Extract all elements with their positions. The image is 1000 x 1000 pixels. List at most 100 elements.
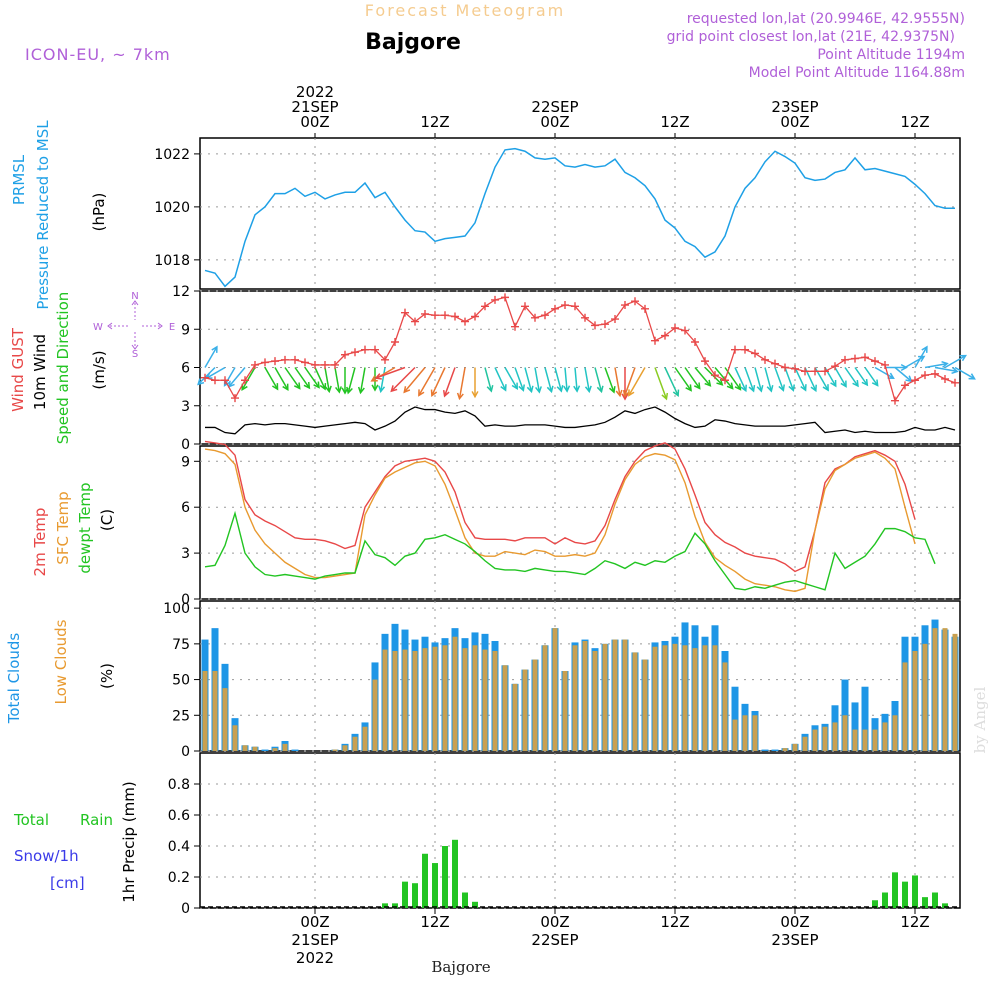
wind-arrow-head [830,380,837,388]
wind-arrow [784,367,795,392]
total-cloud-bar [291,749,299,751]
rain-bar [462,892,468,908]
rain-bar [892,872,898,908]
low-cloud-bar [352,736,358,751]
wind-arrow-shaft [844,367,859,387]
watermark: by Angel [971,686,989,753]
bottom-time-label: 00Z [300,913,329,931]
wind-arrow-head [456,392,464,401]
low-cloud-bar [232,725,238,751]
wind-arrow-shaft [864,367,879,386]
gust-marker [881,360,889,369]
panel-2: 0 3 6 9 [181,440,961,608]
wind-arrow [874,366,895,379]
clouds-unit: (%) [98,663,116,689]
wind-arrow-head [271,383,279,391]
gust-marker [661,331,669,340]
gust-marker [521,302,529,311]
wind-direction-label: Speed and Direction [54,292,72,445]
low-cloud-bar [692,648,698,751]
wind-arrow-head [968,373,976,380]
wind-arrow-shaft [744,367,755,392]
wind-arrow [418,367,436,397]
low-cloud-bar [892,715,898,751]
panel-1: 0 3 6 9 12 [172,284,976,453]
gust-marker [871,357,879,366]
low-cloud-bar [532,659,538,751]
low-cloud-bar [742,715,748,751]
low-cloud-bar [222,688,228,751]
rain-bar [382,903,388,908]
low-cloud-bar [862,729,868,751]
low-cloud-bar [572,645,578,751]
temp-2m-label: 2m Temp [31,508,49,577]
wind-arrow-shaft [628,367,646,396]
rain-label: Rain [80,811,113,829]
y-tick-label: 6 [181,361,190,377]
low-cloud-bar [642,659,648,751]
wind-arrow-head [403,386,411,394]
wind-arrow-shaft [764,367,773,392]
gust-marker [951,378,959,387]
gust-marker [451,312,459,321]
wind-arrow [524,367,534,394]
panel-0: 1018 1020 1022 [154,137,961,290]
wind-arrow [294,367,311,390]
wind-arrow-shaft [623,367,636,397]
wind-arrow-head [418,389,425,397]
wind-arrow-head [726,382,734,390]
gust-marker [821,367,829,376]
wind-arrow [944,354,967,369]
panel-frame [199,752,961,909]
total-cloud-bar [731,686,739,751]
wind-arrow-head [346,386,353,395]
rain-bar [872,900,878,908]
wind-arrow [628,367,646,397]
y-tick-label: 0.8 [168,777,190,793]
wind-arrow-head [840,380,847,388]
wind-arrow [554,367,564,393]
gust-marker [331,360,339,369]
wind-arrow-shaft [564,367,568,392]
wind-arrow-shaft [574,367,578,392]
low-cloud-bar [952,633,958,751]
low-cloud-bar [722,662,728,751]
wind-arrow-head [486,385,494,393]
low-cloud-bar [392,651,398,751]
wind-arrow-head [535,386,542,394]
y-tick-label: 75 [172,637,190,653]
wind-arrow [374,366,406,380]
wind-arrow-shaft [390,366,416,392]
rain-bar [922,897,928,908]
wind-arrow [264,367,279,391]
snow-unit: [cm] [50,874,85,892]
total-rain-label: Total [13,811,49,829]
wind-arrow [604,367,616,394]
low-cloud-bar [542,645,548,751]
y-tick-label: 0.2 [168,870,190,886]
gust-marker [741,345,749,354]
top-time-label: 2022 [296,83,334,101]
gust-marker [781,363,789,372]
point-altitude: Point Altitude 1194m [817,47,965,63]
wind-arrow-head [871,379,879,387]
low-cloud-bar [272,748,278,751]
wind-arrow-shaft [375,366,406,379]
wind-arrow-shaft [664,367,679,396]
wind-arrow-shaft [774,367,785,391]
wind-arrow [484,367,494,393]
low-cloud-bar [442,645,448,751]
panel-frame [199,445,961,600]
low-cloud-bar [462,648,468,751]
wind-arrow-head [756,385,764,393]
wind-arrow-head [887,372,895,379]
wind-arrow [594,367,604,394]
wind-unit: (m/s) [90,350,108,389]
wind-arrow [744,367,756,393]
pressure-line [204,147,955,288]
wind-arrow-head [546,385,554,394]
wind-arrow-head [500,384,507,392]
low-cloud-bar [562,671,568,751]
low-cloud-bar [902,662,908,751]
gust-marker [581,313,589,322]
